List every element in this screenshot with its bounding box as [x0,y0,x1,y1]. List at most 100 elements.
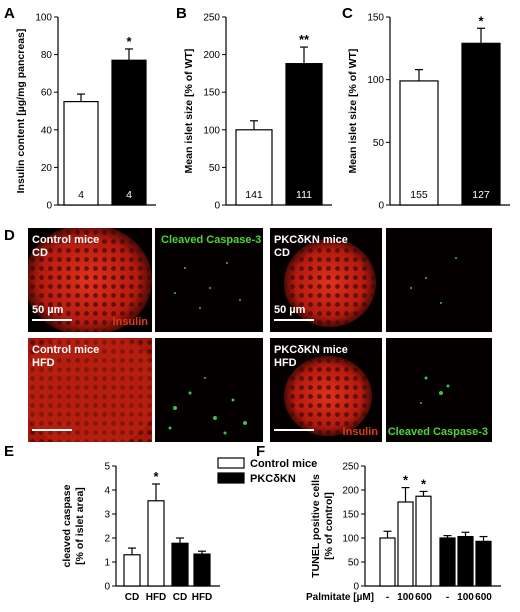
y-tick-label: 60 [41,88,53,99]
bar [415,495,432,587]
x-prefix-label: Palmitate [µM] [306,592,374,603]
y-tick-label: 100 [203,125,220,136]
y-tick-label: 100 [367,75,384,86]
y-tick-label: 200 [203,50,220,61]
bar [461,42,501,206]
bar [171,542,189,587]
micrograph-title: PKCδKN mice [274,234,348,246]
panel-label-b: B [176,5,187,22]
bar [193,553,211,587]
panel-label-c: C [342,5,353,22]
y-axis-label-line2: [% of islet area] [74,487,86,565]
significance-marker: * [421,476,427,491]
micrograph-control-hfd-caspase [155,338,263,442]
y-tick-label: 150 [367,13,384,24]
chart-b-islet-size: 0 50 100 150 200 250 Mean islet size [% of WT]… [183,13,332,212]
x-category-label: HFD [146,592,167,603]
bar [123,554,141,587]
significance-marker: * [403,473,409,488]
bar [397,501,414,587]
chart-e-cleaved-caspase: 0 1 2 3 4 5 cleaved caspase [% of islet area] CD… [61,457,317,603]
y-tick-label: 0 [214,201,220,212]
y-tick-label: 0 [104,582,110,593]
scale-label: 50 µm [32,304,64,316]
significance-marker: * [126,34,132,49]
y-tick-label: 100 [342,534,359,545]
bar [439,537,456,587]
scale-bar [32,319,72,321]
bar [147,500,165,587]
y-axis-label: Mean islet size [% of WT] [183,49,195,174]
panel-label-d: D [4,227,15,244]
chart-c-islet-size: 0 50 100 150 Mean islet size [% of WT] 155 * 12… [347,13,510,212]
sample-size-label: 4 [126,189,132,201]
x-category-label: - [386,592,389,603]
legend-label: PKCδKN [250,473,296,485]
sample-size-label: 111 [296,189,312,201]
micrograph-diet: CD [274,247,290,259]
y-tick-label: 50 [373,138,385,149]
chart-f-tunel: 0 50 100 150 200 250 TUNEL positive cells [% of… [306,462,501,603]
caspase-green-dots [420,376,450,404]
y-tick-label: 0 [46,201,52,212]
legend-swatch [217,472,245,484]
x-category-label: HFD [192,592,213,603]
y-tick-label: 250 [203,13,220,24]
micrograph-diet: CD [32,247,48,259]
significance-marker: * [153,469,159,484]
sample-size-label: 4 [78,189,84,201]
y-tick-label: 0 [378,201,384,212]
y-axis-label: Mean islet size [% of WT] [347,49,359,174]
y-tick-label: 200 [342,486,359,497]
panel-label-e: E [4,443,14,460]
x-category-label: CD [173,592,187,603]
islet-red-image [284,356,372,436]
y-tick-label: 50 [348,558,360,569]
y-tick-label: 5 [104,462,110,473]
y-tick-label: 4 [104,486,110,497]
x-category-label: 600 [415,592,432,603]
bar [235,129,273,206]
x-category-label: 600 [475,592,492,603]
y-axis-label: TUNEL positive cells [310,474,322,578]
y-tick-label: 1 [104,558,110,569]
sample-size-label: 127 [472,189,490,201]
stain-label-insulin: Insulin [342,426,378,438]
y-tick-label: 250 [342,462,359,473]
scale-bar [274,319,314,321]
y-tick-label: 20 [41,163,53,174]
bar [285,63,323,206]
bar [457,535,474,587]
micrograph-pkc-cd-insulin: PKCδKN mice CD 50 µm [270,228,382,332]
y-tick-label: 80 [41,50,53,61]
panel-label-f: F [256,443,265,460]
micrograph-control-hfd-insulin: Control mice HFD [28,338,152,442]
chart-a-insulin-content: 0 20 40 60 80 100 Insulin content [µg/mg pancr… [15,13,156,212]
x-category-label: - [446,592,449,603]
legend-label: Control mice [250,458,317,470]
y-tick-label: 100 [35,13,52,24]
y-tick-label: 2 [104,534,110,545]
micrograph-control-cd-insulin: Control mice CD 50 µm Insulin [28,228,152,332]
islet-red-image [28,338,152,442]
significance-marker: ** [299,32,310,47]
micrograph-control-cd-caspase: Cleaved Caspase-3 [155,228,263,332]
x-category-label: 100 [397,592,414,603]
caspase-green-dots [174,262,241,309]
y-axis-label: Insulin content [µg/mg pancreas] [15,29,27,194]
y-tick-label: 50 [209,163,221,174]
y-tick-label: 150 [203,88,220,99]
micrograph-title: Control mice [32,234,100,246]
y-axis-label: cleaved caspase [61,484,73,567]
scale-bar [274,429,314,431]
bar [399,80,439,206]
micrograph-diet: HFD [32,357,55,369]
micrograph-diet: HFD [274,357,297,369]
bar [379,537,396,587]
y-tick-label: 40 [41,125,53,136]
y-tick-label: 150 [342,510,359,521]
scale-label: 50 µm [274,304,306,316]
micrograph-pkc-hfd-insulin: PKCδKN mice HFD Insulin [270,338,382,442]
scale-bar [32,429,72,431]
bar [111,59,147,206]
